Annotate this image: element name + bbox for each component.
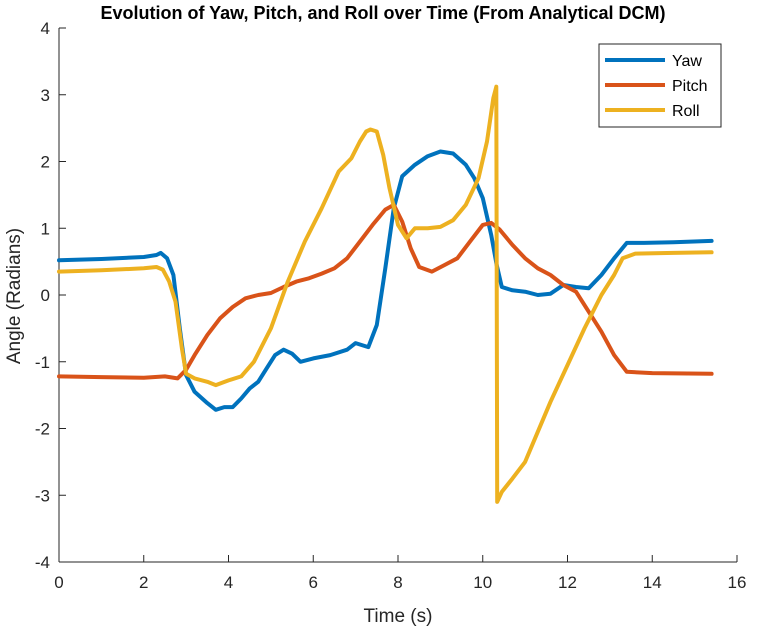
y-axis-label: Angle (Radians)	[4, 228, 25, 364]
x-tick-label: 8	[393, 573, 402, 592]
legend: Yaw Pitch Roll	[598, 43, 722, 128]
series-line-roll	[57, 84, 714, 504]
y-tick-label: 0	[41, 286, 50, 305]
legend-label-roll: Roll	[672, 103, 700, 120]
y-tick-label: -1	[35, 353, 50, 372]
y-tick-label: -3	[35, 486, 50, 505]
x-tick-label: 16	[728, 573, 747, 592]
x-tick-label: 10	[473, 573, 492, 592]
chart-title: Evolution of Yaw, Pitch, and Roll over T…	[100, 3, 665, 23]
y-tick-label: 1	[41, 219, 50, 238]
x-tick-label: 14	[643, 573, 662, 592]
y-tick-label: -4	[35, 553, 50, 572]
y-tick-label: 3	[41, 86, 50, 105]
series-group	[57, 84, 714, 504]
x-axis-label: Time (s)	[364, 606, 433, 627]
x-tick-label: 2	[139, 573, 148, 592]
x-tick-label: 4	[224, 573, 233, 592]
legend-label-yaw: Yaw	[672, 53, 702, 70]
y-tick-label: 2	[41, 153, 50, 172]
legend-label-pitch: Pitch	[672, 78, 708, 95]
x-tick-label: 0	[54, 573, 63, 592]
series-line-yaw	[57, 149, 714, 412]
x-tick-label: 6	[309, 573, 318, 592]
x-tick-label: 12	[558, 573, 577, 592]
y-tick-label: 4	[41, 19, 50, 38]
y-tick-label: -2	[35, 420, 50, 439]
